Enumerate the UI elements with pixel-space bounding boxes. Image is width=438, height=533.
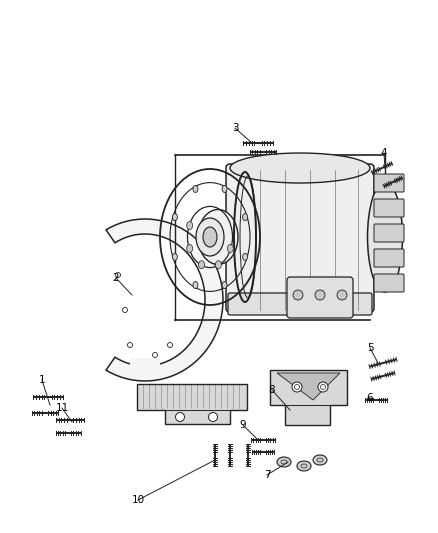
Ellipse shape (203, 227, 217, 247)
Ellipse shape (222, 185, 227, 192)
Text: 9: 9 (240, 420, 246, 430)
Ellipse shape (167, 343, 173, 348)
Polygon shape (270, 370, 347, 425)
Ellipse shape (173, 214, 177, 221)
Ellipse shape (116, 272, 120, 278)
FancyBboxPatch shape (287, 277, 353, 318)
Ellipse shape (293, 290, 303, 300)
Text: 6: 6 (367, 393, 373, 403)
Text: 3: 3 (232, 123, 238, 133)
Ellipse shape (230, 153, 370, 183)
FancyBboxPatch shape (374, 199, 404, 217)
Ellipse shape (337, 290, 347, 300)
Ellipse shape (193, 281, 198, 288)
Ellipse shape (292, 382, 302, 392)
Ellipse shape (198, 209, 238, 264)
FancyBboxPatch shape (226, 164, 374, 312)
Polygon shape (137, 384, 247, 424)
Text: 4: 4 (381, 148, 387, 158)
Ellipse shape (176, 413, 184, 422)
Ellipse shape (123, 308, 127, 312)
Polygon shape (130, 358, 160, 370)
Ellipse shape (193, 185, 198, 192)
Ellipse shape (187, 222, 193, 230)
Ellipse shape (318, 382, 328, 392)
Ellipse shape (243, 253, 247, 261)
Ellipse shape (313, 455, 327, 465)
FancyBboxPatch shape (374, 174, 404, 192)
FancyBboxPatch shape (228, 293, 372, 315)
Polygon shape (106, 219, 223, 381)
Text: 7: 7 (264, 470, 270, 480)
Ellipse shape (315, 290, 325, 300)
Polygon shape (277, 373, 340, 400)
Ellipse shape (173, 253, 177, 261)
FancyBboxPatch shape (374, 274, 404, 292)
Ellipse shape (187, 245, 193, 253)
Text: 10: 10 (131, 495, 145, 505)
Ellipse shape (227, 245, 233, 253)
Ellipse shape (196, 218, 224, 256)
Ellipse shape (243, 214, 247, 221)
Ellipse shape (152, 352, 158, 358)
Text: 8: 8 (268, 385, 276, 395)
FancyBboxPatch shape (374, 224, 404, 242)
Ellipse shape (198, 261, 205, 269)
Text: 2: 2 (113, 273, 119, 283)
Ellipse shape (215, 261, 222, 269)
Text: 11: 11 (55, 403, 69, 413)
FancyBboxPatch shape (374, 249, 404, 267)
Text: 5: 5 (367, 343, 373, 353)
Text: 1: 1 (39, 375, 45, 385)
Ellipse shape (222, 281, 227, 288)
Ellipse shape (367, 182, 403, 292)
Ellipse shape (277, 457, 291, 467)
Ellipse shape (297, 461, 311, 471)
Ellipse shape (127, 343, 133, 348)
Ellipse shape (208, 413, 218, 422)
